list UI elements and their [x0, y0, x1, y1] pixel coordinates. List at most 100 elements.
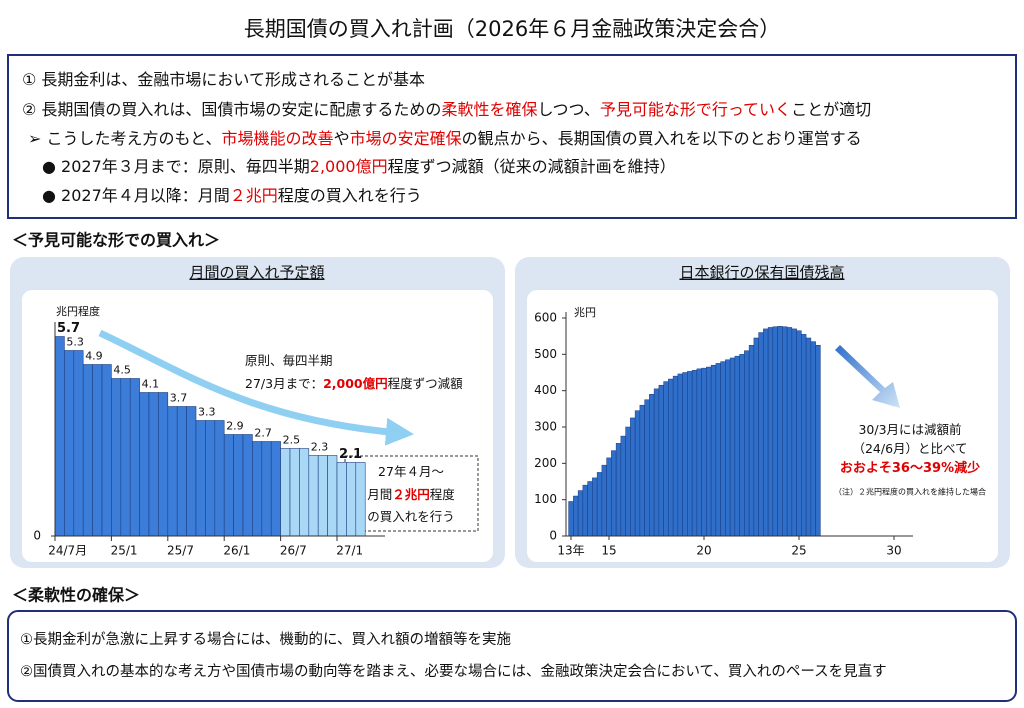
text-segment: ① 長期金利は、金融市場において形成されることが基本	[22, 70, 425, 89]
bar	[587, 481, 593, 537]
text-segment: 程度	[430, 487, 456, 502]
text-segment: ➢ こうした考え方のもと、	[28, 129, 222, 148]
bar	[289, 448, 300, 537]
text-segment: 程度ずつ減額（従来の減額計画を維持）	[388, 157, 676, 176]
bar	[668, 378, 674, 537]
bar	[205, 420, 216, 537]
bar	[167, 406, 178, 537]
flexibility-item: ①長期金利が急激に上昇する場合には、機動的に、買入れ額の増額等を実施	[20, 630, 511, 648]
x-tick-label: 30	[886, 544, 901, 558]
bar	[223, 434, 234, 537]
bar	[611, 450, 617, 537]
text-segment: や	[334, 129, 350, 148]
bar	[568, 501, 574, 537]
bar	[233, 434, 244, 537]
rich-text: ② 長期国債の買入れは、国債市場の安定に配慮するための柔軟性を確保しつつ、予見可…	[22, 100, 871, 119]
bar	[696, 368, 702, 537]
bar	[644, 399, 650, 537]
bar	[195, 420, 206, 537]
bar	[786, 327, 793, 537]
bar	[336, 462, 347, 537]
bar	[148, 392, 159, 537]
text-segment: の観点から、長期国債の買入れを以下のとおり運営する	[462, 129, 862, 148]
y-axis-label: 兆円程度	[56, 304, 100, 318]
text-segment: 市場機能の改善	[222, 129, 334, 148]
bar	[92, 364, 103, 537]
bar	[327, 455, 338, 537]
text-segment: 月間	[367, 487, 392, 502]
note-box	[344, 455, 479, 532]
chart-title: 日本銀行の保有国債残高	[679, 264, 844, 282]
bar	[111, 378, 122, 537]
bar	[270, 441, 281, 537]
y-tick-label: 0	[549, 529, 557, 543]
bar	[687, 371, 693, 537]
data-label: 4.9	[85, 350, 103, 363]
bar	[672, 375, 679, 537]
y-tick-label: 500	[534, 347, 557, 361]
text-segment: 程度の買入れを行う	[278, 186, 422, 205]
bar	[73, 350, 84, 537]
bar	[653, 388, 660, 537]
bar	[630, 417, 636, 537]
bar	[64, 350, 75, 537]
bar	[649, 394, 655, 537]
bar	[355, 462, 366, 537]
rich-text: （24/6月）と比べて	[852, 441, 967, 456]
bar	[748, 345, 755, 537]
x-tick-label: 24/7月	[48, 544, 87, 558]
rich-text: ● 2027年４月以降：月間２兆円程度の買入れを行う	[42, 186, 422, 205]
bar	[252, 441, 263, 537]
x-tick-label: 15	[601, 544, 616, 558]
y-tick-label: 600	[534, 311, 557, 325]
text-segment: ２兆円	[230, 186, 278, 205]
bar	[582, 484, 588, 537]
rich-text: 原則、毎四半期	[245, 353, 333, 368]
bar	[620, 435, 626, 537]
rich-text: ● 2027年３月まで：原則、毎四半期2,000億円程度ずつ減額（従来の減額計画…	[42, 157, 676, 176]
bar	[663, 381, 669, 537]
text-segment: 27/3月まで：	[245, 376, 323, 391]
x-tick-label: 26/1	[223, 544, 250, 558]
bar	[791, 328, 797, 537]
bar	[577, 490, 584, 537]
y-tick-label: 200	[534, 456, 557, 470]
bar	[729, 357, 736, 537]
bar	[753, 337, 759, 537]
bar	[120, 378, 131, 537]
data-label: 2.7	[254, 427, 272, 440]
rich-text: 27/3月まで：2,000億円程度ずつ減額	[245, 376, 463, 391]
bar	[308, 455, 319, 537]
bar	[186, 406, 197, 537]
y-tick-label: 100	[534, 492, 557, 506]
text-segment: 予見可能な形で行っていく	[600, 100, 791, 119]
text-segment: ことが適切	[791, 100, 871, 119]
y-tick-label: 400	[534, 383, 557, 397]
data-label: 2.5	[283, 434, 301, 447]
y-tick-label: 300	[534, 420, 557, 434]
rich-text: 27年４月～	[378, 464, 444, 479]
bar	[763, 328, 769, 537]
text-segment: 2,000億円	[310, 157, 388, 176]
text-segment: 27年４月～	[378, 464, 444, 479]
bar	[299, 448, 310, 537]
x-tick-label: 25/7	[167, 544, 194, 558]
bar	[677, 373, 683, 537]
bar	[176, 406, 187, 537]
bar	[242, 434, 253, 537]
text-segment: 原則、毎四半期	[245, 353, 333, 368]
bar	[573, 495, 579, 537]
bar	[744, 350, 750, 537]
rich-text: おおよそ36～39%減少	[840, 460, 980, 476]
bar	[739, 354, 745, 537]
bar	[805, 337, 812, 537]
bar	[715, 363, 721, 537]
rich-text: 30/3月には減額前	[858, 422, 961, 437]
bar	[606, 457, 612, 537]
section-heading: ＜予見可能な形での買入れ＞	[12, 231, 220, 250]
chart-title: 月間の買入れ予定額	[189, 264, 324, 282]
bar	[139, 392, 150, 537]
bar	[261, 441, 272, 537]
